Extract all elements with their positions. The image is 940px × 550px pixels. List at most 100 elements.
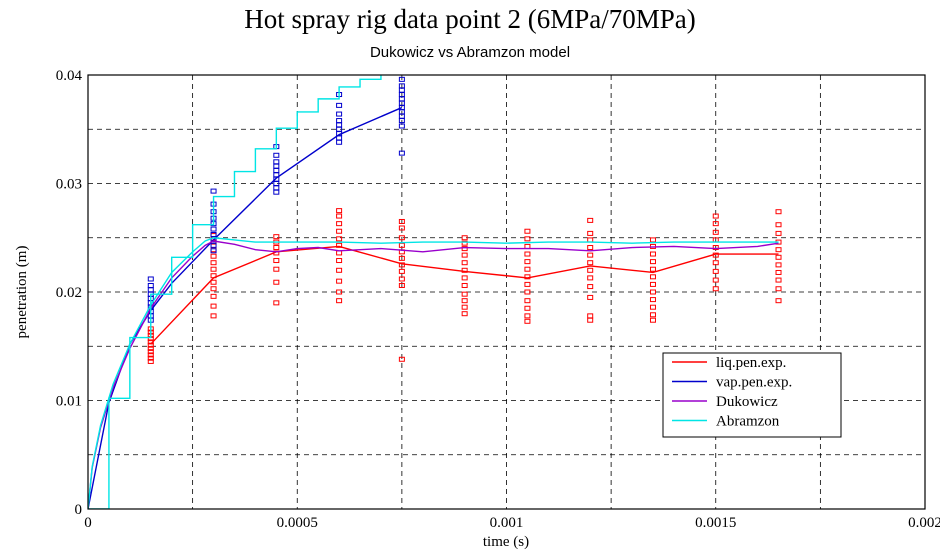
data-point [461, 282, 468, 288]
x-tick-label: 0 [84, 515, 92, 531]
data-point [587, 217, 594, 223]
data-point [587, 252, 594, 258]
data-point [210, 313, 217, 319]
data-point [398, 282, 405, 288]
series-abramzon [88, 237, 779, 509]
data-point [712, 277, 719, 283]
data-point [649, 259, 656, 265]
data-point [524, 236, 531, 242]
data-point [336, 298, 343, 304]
data-point [775, 269, 782, 275]
data-point [210, 248, 217, 254]
data-point [147, 282, 154, 288]
data-point [336, 267, 343, 273]
data-point [524, 243, 531, 249]
data-point [524, 274, 531, 280]
data-point [712, 229, 719, 235]
data-point [336, 118, 343, 124]
x-tick-label: 0.001 [490, 515, 524, 531]
data-point [210, 231, 217, 237]
series-line [88, 237, 779, 509]
data-point [336, 289, 343, 295]
data-point [147, 342, 154, 348]
data-point [649, 281, 656, 287]
data-point [461, 267, 468, 273]
data-point [210, 266, 217, 272]
data-point [147, 358, 154, 364]
data-point [712, 260, 719, 266]
data-point [336, 236, 343, 242]
series-liq-pen-exp- [147, 208, 782, 364]
data-point [273, 185, 280, 191]
data-point [587, 245, 594, 251]
data-point [587, 260, 594, 266]
data-point [398, 235, 405, 241]
data-point [336, 102, 343, 108]
data-point [587, 294, 594, 300]
data-point [649, 266, 656, 272]
data-point [147, 352, 154, 358]
data-point [775, 277, 782, 283]
data-point [587, 237, 594, 243]
x-tick-label: 0.002 [908, 515, 940, 531]
chart-subtitle: Dukowicz vs Abramzon model [369, 44, 571, 61]
y-tick-label: 0 [75, 502, 83, 518]
series-line [88, 75, 382, 509]
legend-box [662, 352, 842, 438]
data-point [712, 252, 719, 258]
y-tick-label: 0.03 [56, 177, 82, 193]
data-point [398, 225, 405, 231]
grid [88, 75, 925, 509]
data-point [587, 313, 594, 319]
data-point [649, 251, 656, 257]
plot-frame [87, 74, 926, 510]
chart-title: Hot spray rig data point 2 (6MPa/70MPa) [244, 4, 696, 34]
data-point [775, 254, 782, 260]
data-point [147, 339, 154, 345]
data-point [649, 237, 656, 243]
data-point [398, 150, 405, 156]
data-point [336, 278, 343, 284]
y-tick-label: 0.04 [56, 68, 83, 84]
data-point [273, 279, 280, 285]
data-point [210, 188, 217, 194]
x-tick-label: 0.0015 [695, 515, 736, 531]
data-point [336, 139, 343, 145]
data-point [461, 252, 468, 258]
series-dukowicz [88, 240, 779, 509]
data-point [524, 318, 531, 324]
data-point [210, 279, 217, 285]
data-point [398, 255, 405, 261]
legend-label: Abramzon [716, 414, 780, 430]
x-axis-label: time (s) [483, 534, 529, 550]
data-point [398, 276, 405, 282]
data-point [273, 189, 280, 195]
data-point [649, 312, 656, 318]
data-point [398, 242, 405, 248]
series-line [88, 106, 403, 509]
data-point [398, 123, 405, 129]
data-point [210, 242, 217, 248]
data-point [147, 349, 154, 355]
data-point [461, 260, 468, 266]
data-point [524, 266, 531, 272]
data-point [147, 355, 154, 361]
data-point [775, 222, 782, 228]
data-point [461, 235, 468, 241]
data-point [398, 356, 405, 362]
data-point [398, 76, 405, 82]
data-point [524, 251, 531, 257]
data-point [461, 291, 468, 297]
legend: liq.pen.exp. vap.pen.exp. Dukowicz Abramzon [662, 352, 842, 438]
data-point [336, 221, 343, 227]
data-point [587, 230, 594, 236]
data-point [336, 111, 343, 117]
data-point [712, 213, 719, 219]
data-point [649, 317, 656, 323]
data-point [712, 286, 719, 292]
data-point [461, 311, 468, 317]
data-point [524, 259, 531, 265]
data-point [210, 273, 217, 279]
data-point [273, 159, 280, 165]
data-point [398, 218, 405, 224]
